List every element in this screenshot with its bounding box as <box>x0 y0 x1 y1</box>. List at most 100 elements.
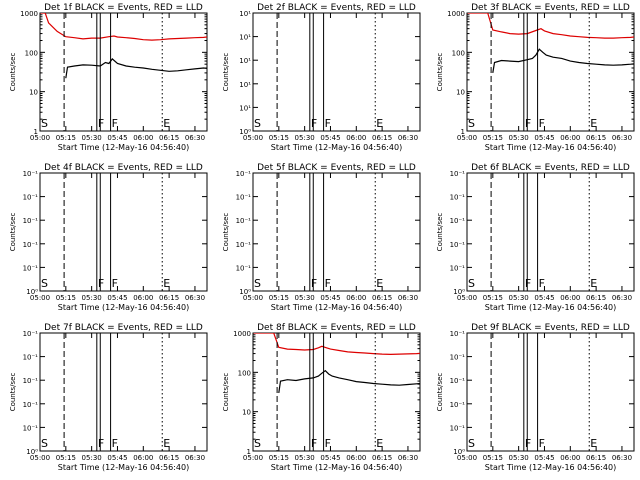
x-tick-label: 05:15 <box>269 294 289 302</box>
x-tick-label: 05:30 <box>509 454 529 462</box>
y-tick-label: 10⁻¹ <box>23 217 39 225</box>
x-tick-label: 05:00 <box>30 294 50 302</box>
x-axis-label: Start Time (12-May-16 04:56:40) <box>271 463 402 472</box>
time-marker-label: F <box>525 117 531 130</box>
plot-frame <box>466 332 635 452</box>
time-marker-label: E <box>376 117 383 130</box>
x-axis-label: Start Time (12-May-16 04:56:40) <box>485 143 616 152</box>
y-tick-label: 100 <box>25 49 38 57</box>
y-axis-label: Counts/sec <box>9 53 17 92</box>
y-axis-label: Counts/sec <box>222 213 230 252</box>
time-marker-label: E <box>163 277 170 290</box>
x-tick-label: 05:45 <box>320 134 340 142</box>
panel-title: Det 8f BLACK = Events, RED = LLD <box>257 323 416 333</box>
x-tick-label: 05:15 <box>483 134 503 142</box>
x-tick-label: 05:00 <box>243 134 263 142</box>
panel-title: Det 5f BLACK = Events, RED = LLD <box>257 163 416 173</box>
x-tick-label: 06:30 <box>185 454 205 462</box>
y-tick-label: 10⁻¹ <box>23 424 39 432</box>
x-tick-label: 05:30 <box>509 134 529 142</box>
x-axis-label: Start Time (12-May-16 04:56:40) <box>58 463 189 472</box>
plot-frame <box>252 332 421 452</box>
time-marker-label: S <box>254 117 261 130</box>
x-tick-label: 06:15 <box>372 134 392 142</box>
x-tick-label: 05:30 <box>82 454 102 462</box>
time-marker-label: F <box>112 437 118 450</box>
y-tick-label: 10⁻¹ <box>450 264 466 272</box>
plot-frame <box>252 172 421 292</box>
x-tick-label: 06:00 <box>133 134 153 142</box>
y-tick-label: 10⁰ <box>239 128 251 136</box>
time-marker-label: S <box>41 277 48 290</box>
panel-title: Det 2f BLACK = Events, RED = LLD <box>257 3 416 13</box>
y-tick-label: 10⁻¹ <box>236 217 252 225</box>
lld-series-line <box>40 13 207 41</box>
y-tick-label: 100 <box>238 369 251 377</box>
x-axis-label: Start Time (12-May-16 04:56:40) <box>485 303 616 312</box>
y-tick-label: 1 <box>247 448 251 456</box>
time-marker-label: F <box>525 277 531 290</box>
lld-series-line <box>467 13 634 39</box>
x-tick-label: 06:00 <box>560 134 580 142</box>
events-series-line <box>492 48 634 73</box>
x-axis-label: Start Time (12-May-16 04:56:40) <box>58 303 189 312</box>
x-tick-label: 06:15 <box>586 454 606 462</box>
y-tick-label: 10¹ <box>239 104 251 112</box>
y-tick-label: 1 <box>34 128 38 136</box>
x-tick-label: 05:15 <box>483 294 503 302</box>
x-tick-label: 05:45 <box>534 294 554 302</box>
y-tick-label: 10⁻¹ <box>23 330 39 338</box>
x-tick-label: 05:45 <box>107 134 127 142</box>
x-tick-label: 05:00 <box>457 134 477 142</box>
y-tick-label: 10⁻¹ <box>450 401 466 409</box>
x-tick-label: 05:00 <box>457 294 477 302</box>
x-tick-label: 05:30 <box>82 294 102 302</box>
detector-panel: Det 9f BLACK = Events, RED = LLD 10⁰ 10⁻¹ 1… <box>436 323 635 472</box>
x-axis-label: Start Time (12-May-16 04:56:40) <box>485 463 616 472</box>
time-marker-label: F <box>525 437 531 450</box>
y-tick-label: 10⁻¹ <box>23 170 39 178</box>
y-axis-label: Counts/sec <box>9 373 17 412</box>
y-axis-label: Counts/sec <box>436 373 444 412</box>
y-tick-label: 1000 <box>233 330 251 338</box>
y-axis-label: Counts/sec <box>222 53 230 92</box>
y-tick-label: 10¹ <box>239 57 251 65</box>
time-marker-label: S <box>41 437 48 450</box>
time-marker-label: E <box>376 437 383 450</box>
x-tick-label: 06:15 <box>372 454 392 462</box>
y-axis-label: Counts/sec <box>222 373 230 412</box>
x-tick-label: 05:15 <box>56 294 76 302</box>
y-axis-label: Counts/sec <box>436 53 444 92</box>
y-tick-label: 10⁻¹ <box>450 241 466 249</box>
time-marker-label: F <box>539 277 545 290</box>
panel-title: Det 4f BLACK = Events, RED = LLD <box>44 163 203 173</box>
y-tick-label: 10⁻¹ <box>23 354 39 362</box>
y-tick-label: 10⁻¹ <box>450 377 466 385</box>
y-tick-label: 10⁻¹ <box>236 170 252 178</box>
x-tick-label: 05:30 <box>295 134 315 142</box>
time-marker-label: S <box>468 437 475 450</box>
panel-title: Det 3f BLACK = Events, RED = LLD <box>471 3 630 13</box>
x-tick-label: 05:45 <box>107 294 127 302</box>
x-tick-label: 06:15 <box>159 294 179 302</box>
panel-title: Det 6f BLACK = Events, RED = LLD <box>471 163 630 173</box>
detector-panel: Det 3f BLACK = Events, RED = LLD 1 10 100 10… <box>436 3 635 152</box>
y-tick-label: 10⁻¹ <box>236 194 252 202</box>
y-tick-label: 10 <box>29 89 38 97</box>
y-tick-label: 10 <box>456 89 465 97</box>
x-tick-label: 06:00 <box>346 134 366 142</box>
y-tick-label: 10⁻¹ <box>23 194 39 202</box>
y-tick-label: 10⁰ <box>26 448 38 456</box>
x-tick-label: 05:00 <box>243 454 263 462</box>
time-marker-label: F <box>311 117 317 130</box>
y-axis-label: Counts/sec <box>436 213 444 252</box>
x-tick-label: 05:00 <box>457 454 477 462</box>
x-tick-label: 06:15 <box>159 134 179 142</box>
x-tick-label: 06:30 <box>612 294 632 302</box>
x-tick-label: 06:30 <box>612 454 632 462</box>
x-tick-label: 06:15 <box>159 454 179 462</box>
time-marker-label: E <box>590 117 597 130</box>
time-marker-label: F <box>325 277 331 290</box>
y-tick-label: 1000 <box>20 10 38 18</box>
x-tick-label: 06:30 <box>612 134 632 142</box>
